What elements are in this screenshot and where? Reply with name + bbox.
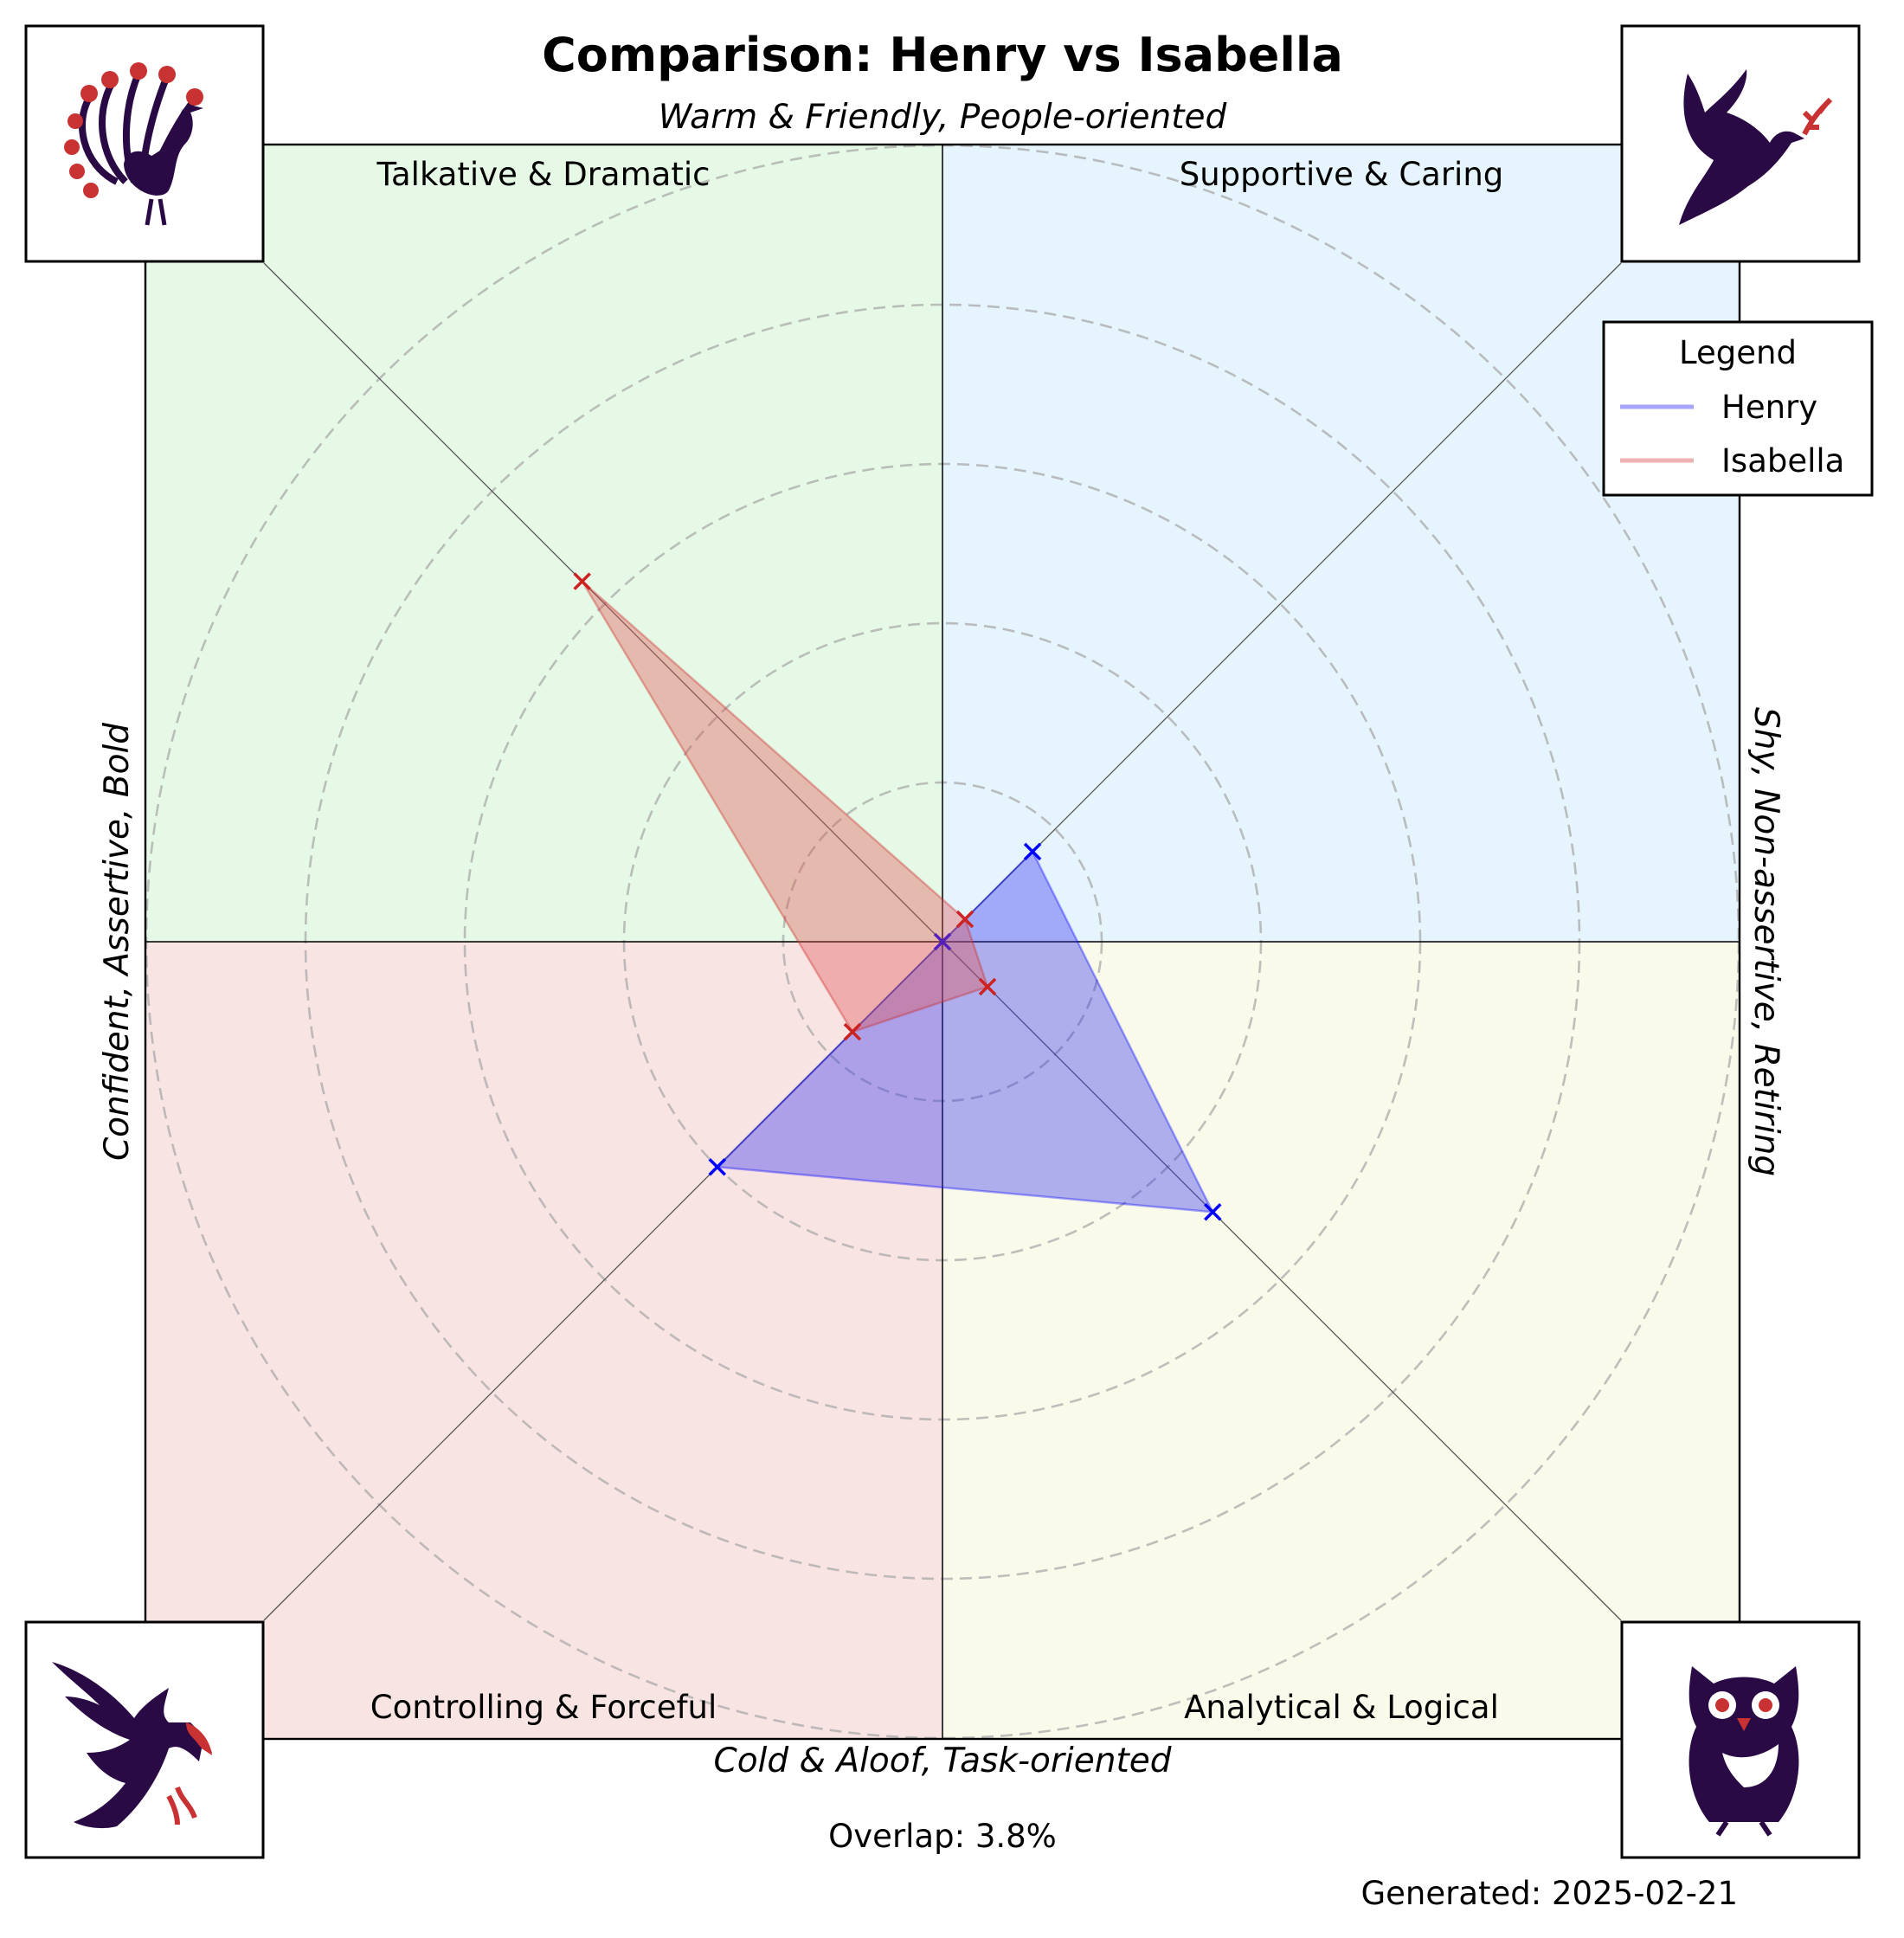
quadrant-label-supportive: Supportive & Caring [1180, 156, 1504, 193]
dove-icon [1679, 69, 1833, 225]
owl-icon-box [1620, 1620, 1861, 1859]
diagonal-bottom-right [942, 941, 1622, 1621]
legend-title: Legend [1679, 334, 1797, 371]
series-marker-henry [708, 1157, 727, 1176]
owl-icon [1689, 1666, 1799, 1837]
diagonal-top-right [942, 262, 1622, 943]
chart-title: Comparison: Henry vs Isabella [542, 28, 1343, 82]
overlap-label: Overlap: 3.8% [828, 1818, 1057, 1855]
axis-label-left: Confident, Assertive, Bold [98, 723, 137, 1161]
legend-box [1602, 320, 1874, 497]
legend-label-isabella: Isabella [1721, 442, 1844, 480]
peacock-icon-box [24, 24, 265, 263]
axis-label-right: Shy, Non-assertive, Retiring [1746, 707, 1785, 1176]
series-marker-isabella [955, 910, 975, 929]
eagle-icon [52, 1662, 212, 1829]
quadrant-label-controlling: Controlling & Forceful [370, 1689, 717, 1726]
quadrant-label-talkative: Talkative & Dramatic [376, 156, 711, 193]
axis-diagonals [263, 262, 1622, 1621]
legend: Legend Henry Isabella [1602, 320, 1874, 497]
axis-label-bottom: Cold & Aloof, Task-oriented [713, 1742, 1171, 1780]
diagonal-bottom-left [263, 941, 943, 1621]
diagonal-top-left [263, 262, 943, 943]
peacock-icon [64, 62, 203, 226]
series-marker-isabella [843, 1022, 862, 1041]
series-marker-henry [1023, 842, 1042, 861]
series-marker-isabella [978, 977, 997, 996]
generated-footer: Generated: 2025-02-21 [1360, 1875, 1738, 1912]
plot-frame [144, 143, 1741, 1741]
series-marker-henry [1204, 1203, 1222, 1221]
eagle-icon-box [24, 1620, 265, 1859]
quadrant-label-analytical: Analytical & Logical [1184, 1689, 1499, 1726]
series-marker-henry [933, 932, 952, 951]
dove-icon-box [1620, 24, 1861, 263]
axis-label-top: Warm & Friendly, People-oriented [659, 98, 1227, 137]
series-marker-isabella [573, 572, 591, 590]
series-layer [573, 572, 1222, 1221]
legend-label-henry: Henry [1721, 389, 1817, 426]
